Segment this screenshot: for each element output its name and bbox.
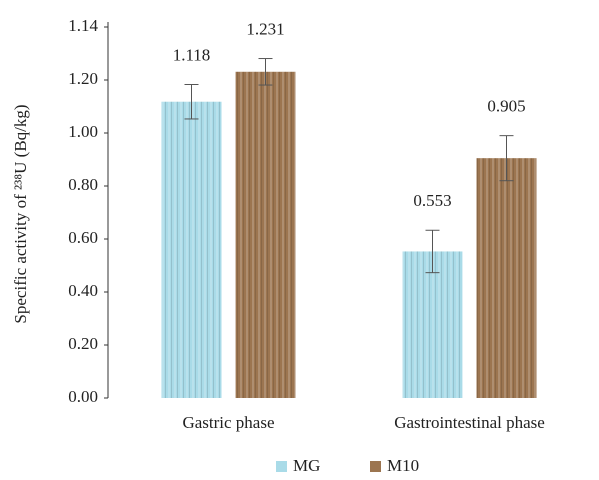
y-tick-label: 0.60 (68, 228, 98, 247)
legend-swatch (276, 461, 287, 472)
y-tick-label: 1.20 (68, 69, 98, 88)
legend-label: M10 (387, 456, 419, 475)
data-label: 0.553 (413, 191, 451, 210)
y-tick-label: 0.80 (68, 175, 98, 194)
legend-swatch (370, 461, 381, 472)
y-tick-label: 0.20 (68, 334, 98, 353)
bar-texture (402, 251, 463, 398)
x-tick-label: Gastrointestinal phase (394, 413, 545, 432)
y-tick-label: 1.14 (68, 16, 98, 35)
x-tick-label: Gastric phase (182, 413, 274, 432)
bar-texture (235, 71, 296, 398)
y-tick-label: 0.00 (68, 387, 98, 406)
bar-texture (161, 101, 222, 398)
data-label: 1.231 (246, 19, 284, 38)
y-tick-label: 0.40 (68, 281, 98, 300)
y-axis-label: Specific activity of ²³⁸U (Bq/kg) (11, 104, 30, 323)
bar-texture (476, 158, 537, 398)
legend-label: MG (293, 456, 320, 475)
data-label: 0.905 (487, 97, 525, 116)
data-label: 1.118 (173, 45, 211, 64)
y-tick-label: 1.00 (68, 122, 98, 141)
